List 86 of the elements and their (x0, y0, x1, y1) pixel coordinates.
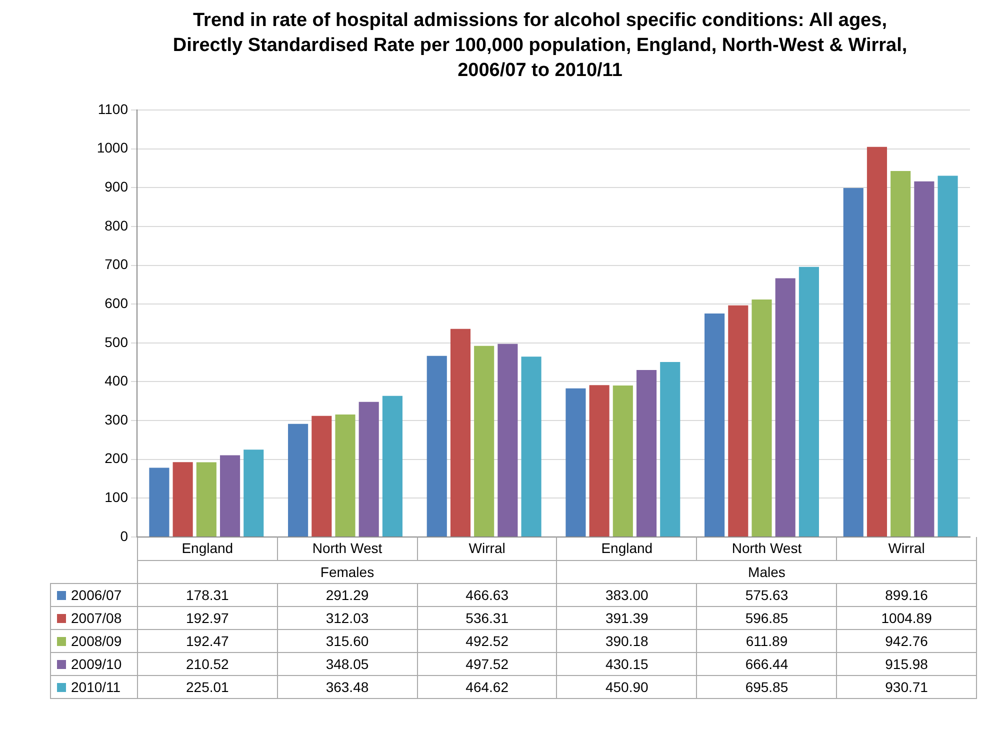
data-label: 390.18 (556, 629, 697, 652)
bar (798, 266, 819, 536)
data-label: 178.31 (138, 583, 278, 606)
x-tick-label: North West (277, 537, 418, 560)
data-label: 899.16 (836, 583, 976, 606)
bar (382, 396, 402, 536)
y-tick-label: 500 (104, 334, 128, 350)
y-tick-label: 100 (104, 489, 128, 506)
y-tick-label: 300 (104, 411, 128, 428)
bar (566, 388, 586, 536)
legend-label: 2006/07 (50, 583, 138, 606)
bar (938, 176, 958, 536)
data-label: 210.52 (138, 652, 278, 675)
data-label: 391.39 (556, 606, 697, 629)
data-label: 497.52 (417, 652, 557, 675)
data-label: 450.90 (556, 675, 697, 698)
y-tick-label: 200 (104, 450, 128, 466)
bar (521, 356, 542, 536)
data-label: 666.44 (696, 652, 837, 675)
text: Females (138, 560, 557, 583)
bar (612, 386, 633, 536)
y-tick-label: 600 (104, 294, 128, 311)
data-label: 192.97 (138, 606, 278, 629)
y-tick-label: 0 (120, 528, 128, 544)
x-tick-label: North West (696, 537, 837, 560)
bar (312, 416, 332, 536)
data-label: 942.76 (836, 629, 976, 652)
bar (474, 346, 494, 536)
bar (288, 424, 308, 536)
bar (196, 462, 216, 536)
y-tick-label: 900 (104, 178, 128, 194)
legend-label: 2007/08 (50, 606, 138, 629)
bar (244, 450, 264, 536)
x-tick-label: Wirral (417, 537, 557, 560)
bar (450, 328, 471, 536)
data-label: 930.71 (836, 675, 976, 698)
data-label: 192.47 (138, 629, 278, 652)
bar (358, 402, 379, 536)
bar (335, 414, 356, 536)
bar (426, 356, 447, 536)
bar (914, 181, 934, 536)
legend-label: 2008/09 (50, 629, 138, 652)
x-tick-label: England (138, 537, 278, 560)
bar (220, 455, 240, 536)
x-tick-label: England (556, 537, 697, 560)
y-tick-label: 400 (104, 372, 128, 389)
data-label: 466.63 (417, 583, 557, 606)
data-label: 1004.89 (836, 606, 976, 629)
text: Males (556, 560, 976, 583)
bar (589, 385, 610, 536)
data-label: 348.05 (277, 652, 418, 675)
bar (775, 278, 796, 536)
y-tick-label: 800 (104, 217, 128, 234)
data-label: 363.48 (277, 675, 418, 698)
bar (149, 468, 170, 536)
legend-label: 2009/10 (50, 652, 138, 675)
bar (172, 462, 193, 536)
data-label: 492.52 (417, 629, 557, 652)
x-tick-label: Wirral (836, 537, 976, 560)
bar (660, 362, 680, 536)
bar (843, 188, 864, 536)
y-tick-label: 700 (104, 256, 128, 272)
bar (728, 305, 748, 536)
data-label: 225.01 (138, 675, 278, 698)
legend-label: 2010/11 (50, 675, 138, 698)
data-label: 575.63 (696, 583, 837, 606)
bar (890, 171, 911, 536)
data-label: 430.15 (556, 652, 697, 675)
data-label: 464.62 (417, 675, 557, 698)
bar (752, 299, 772, 536)
chart-title: Trend in rate of hospital admissions for alcohol specific conditions: All ages, Directly Standardised Rate per 100,000 population, England, North-West & Wirral, 2006/07 to 2010/11 (172, 9, 908, 83)
y-tick-label: 1000 (96, 140, 128, 156)
data-label: 536.31 (417, 606, 557, 629)
bar (498, 344, 518, 536)
data-label: 596.85 (696, 606, 837, 629)
bar (866, 146, 888, 536)
data-label: 312.03 (277, 606, 418, 629)
y-tick-label: 1100 (98, 100, 128, 117)
bar (636, 370, 657, 536)
data-label: 383.00 (556, 583, 697, 606)
bar (704, 314, 725, 536)
data-label: 611.89 (696, 629, 837, 652)
data-label: 291.29 (277, 583, 418, 606)
data-label: 315.60 (277, 629, 418, 652)
data-label: 915.98 (836, 652, 976, 675)
data-label: 695.85 (696, 675, 837, 698)
